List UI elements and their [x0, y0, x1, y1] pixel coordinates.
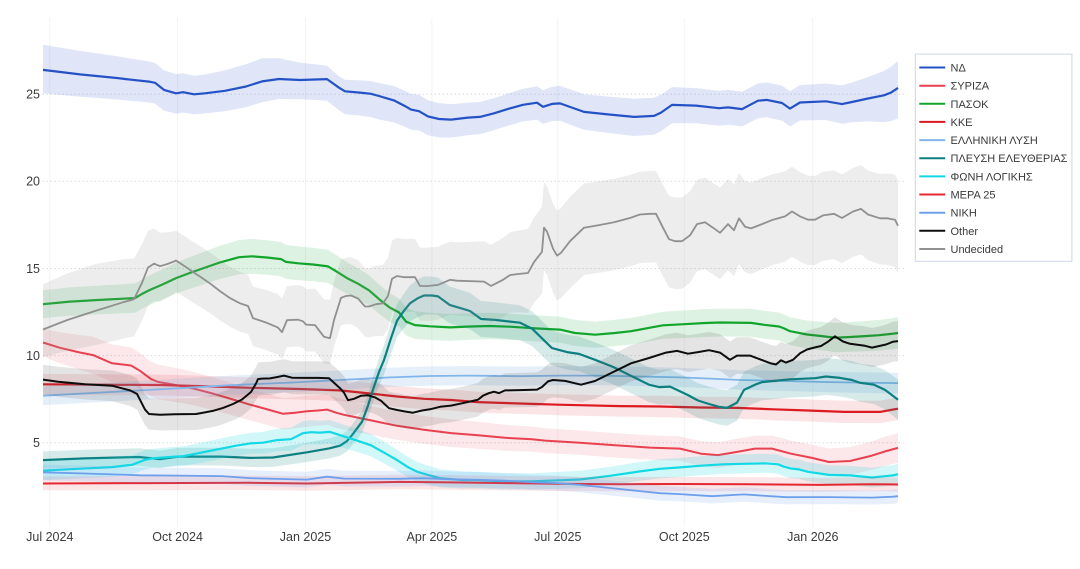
svg-text:ΚΚΕ: ΚΚΕ [951, 117, 973, 129]
svg-text:Undecided: Undecided [951, 244, 1004, 256]
svg-text:ΠΑΣΟΚ: ΠΑΣΟΚ [951, 99, 990, 111]
svg-text:25: 25 [26, 88, 40, 102]
svg-text:Jan 2026: Jan 2026 [787, 530, 838, 544]
svg-text:Jul 2025: Jul 2025 [534, 530, 581, 544]
svg-text:ΠΛΕΥΣΗ ΕΛΕΥΘΕΡΙΑΣ: ΠΛΕΥΣΗ ΕΛΕΥΘΕΡΙΑΣ [951, 153, 1068, 165]
svg-text:Other: Other [951, 226, 979, 238]
svg-text:Apr 2025: Apr 2025 [407, 530, 458, 544]
svg-text:20: 20 [26, 175, 40, 189]
svg-text:ΕΛΛΗΝΙΚΗ ΛΥΣΗ: ΕΛΛΗΝΙΚΗ ΛΥΣΗ [951, 135, 1038, 147]
svg-text:ΜΕΡΑ 25: ΜΕΡΑ 25 [951, 190, 996, 202]
svg-text:5: 5 [33, 436, 40, 450]
svg-text:15: 15 [26, 262, 40, 276]
svg-text:ΦΩΝΗ ΛΟΓΙΚΗΣ: ΦΩΝΗ ΛΟΓΙΚΗΣ [951, 171, 1033, 183]
svg-text:ΝΔ: ΝΔ [951, 63, 967, 75]
svg-text:10: 10 [26, 349, 40, 363]
svg-text:ΣΥΡΙΖΑ: ΣΥΡΙΖΑ [951, 81, 990, 93]
svg-text:ΝΙΚΗ: ΝΙΚΗ [951, 208, 977, 220]
svg-text:Jan 2025: Jan 2025 [280, 530, 331, 544]
svg-text:Oct 2025: Oct 2025 [659, 530, 710, 544]
svg-text:Jul 2024: Jul 2024 [26, 530, 73, 544]
svg-text:Oct 2024: Oct 2024 [152, 530, 203, 544]
